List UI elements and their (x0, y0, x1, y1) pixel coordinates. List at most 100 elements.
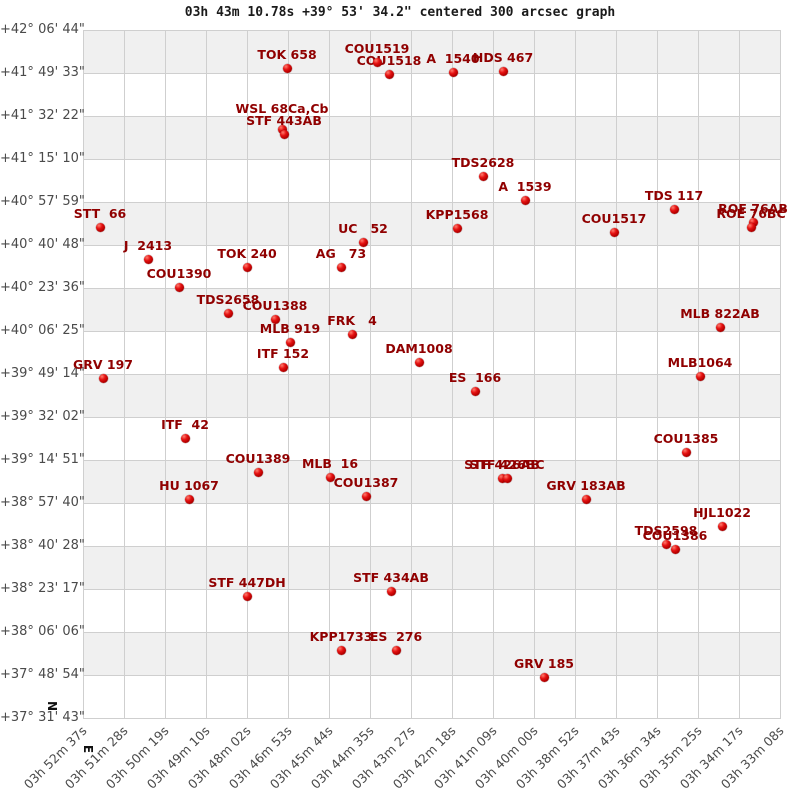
star-point[interactable] (671, 545, 680, 554)
star-point[interactable] (662, 540, 671, 549)
row-band (83, 116, 780, 159)
star-point[interactable] (449, 68, 458, 77)
star-point[interactable] (243, 263, 252, 272)
star-point[interactable] (670, 205, 679, 214)
row-band (83, 374, 780, 417)
star-point[interactable] (181, 434, 190, 443)
star-label: DAM1008 (385, 341, 453, 356)
star-label: COU1517 (581, 211, 647, 226)
star-point[interactable] (747, 223, 756, 232)
star-label: KPP1733 (309, 629, 373, 644)
row-band (83, 30, 780, 73)
star-label: UC 52 (338, 221, 388, 236)
star-point[interactable] (582, 495, 591, 504)
star-label: GRV 197 (72, 357, 134, 372)
y-tick-label: +42° 06' 44" (0, 22, 85, 37)
star-label: COU1386 (642, 528, 708, 543)
star-label: TDS2658 (196, 292, 260, 307)
star-label: ITF 152 (256, 346, 310, 361)
star-point[interactable] (271, 315, 280, 324)
star-point[interactable] (503, 474, 512, 483)
star-label: ITF 42 (161, 417, 209, 432)
star-point[interactable] (385, 70, 394, 79)
star-point[interactable] (373, 58, 382, 67)
star-point[interactable] (749, 218, 758, 227)
star-point[interactable] (326, 473, 335, 482)
y-tick-label: +37° 48' 54" (0, 667, 85, 682)
gridline-horizontal (83, 589, 781, 590)
star-label: MLB 919 (259, 321, 321, 336)
star-point[interactable] (479, 172, 488, 181)
star-point[interactable] (99, 374, 108, 383)
star-point[interactable] (286, 338, 295, 347)
star-point[interactable] (278, 125, 287, 134)
star-point[interactable] (415, 358, 424, 367)
star-label: ROE 76AB (718, 201, 788, 216)
star-point[interactable] (498, 474, 507, 483)
gridline-horizontal (83, 73, 781, 74)
row-band (83, 202, 780, 245)
star-label: TOK 240 (217, 246, 277, 261)
star-point[interactable] (254, 468, 263, 477)
y-tick-label: +40° 06' 25" (0, 323, 85, 338)
gridline-horizontal (83, 718, 781, 719)
star-label: COU1389 (225, 451, 291, 466)
star-point[interactable] (362, 492, 371, 501)
star-point[interactable] (392, 646, 401, 655)
y-tick-label: +40° 57' 59" (0, 194, 85, 209)
y-tick-label: +40° 23' 36" (0, 280, 85, 295)
star-label: KPP1568 (425, 207, 489, 222)
star-label: STF 443AB (246, 113, 322, 128)
star-label: COU1387 (333, 475, 399, 490)
gridline-horizontal (83, 116, 781, 117)
star-point[interactable] (696, 372, 705, 381)
star-label: ES 276 (369, 629, 423, 644)
star-point[interactable] (499, 67, 508, 76)
star-point[interactable] (471, 387, 480, 396)
star-label: STF 434AB (353, 570, 429, 585)
star-point[interactable] (348, 330, 357, 339)
star-point[interactable] (279, 363, 288, 372)
star-label: J 2413 (123, 238, 173, 253)
gridline-horizontal (83, 331, 781, 332)
star-label: COU1388 (242, 298, 308, 313)
star-point[interactable] (96, 223, 105, 232)
star-point[interactable] (243, 592, 252, 601)
y-tick-label: +40° 40' 48" (0, 237, 85, 252)
star-point[interactable] (175, 283, 184, 292)
gridline-horizontal (83, 546, 781, 547)
gridline-horizontal (83, 159, 781, 160)
star-label: COU1518 (356, 53, 422, 68)
star-point[interactable] (387, 587, 396, 596)
star-point[interactable] (540, 673, 549, 682)
star-label: COU1390 (146, 266, 212, 281)
gridline-horizontal (83, 675, 781, 676)
y-tick-label: +41° 49' 33" (0, 65, 85, 80)
x-tick-label: 03h 52m 37s (20, 723, 90, 792)
y-tick-label: +38° 57' 40" (0, 495, 85, 510)
star-point[interactable] (453, 224, 462, 233)
star-point[interactable] (283, 64, 292, 73)
star-point[interactable] (521, 196, 530, 205)
y-tick-label: +39° 49' 14" (0, 366, 85, 381)
star-point[interactable] (337, 263, 346, 272)
star-point[interactable] (716, 323, 725, 332)
star-point[interactable] (224, 309, 233, 318)
star-point[interactable] (185, 495, 194, 504)
star-label: ROE 76BC (716, 206, 786, 221)
star-point[interactable] (610, 228, 619, 237)
gridline-horizontal (83, 288, 781, 289)
star-point[interactable] (682, 448, 691, 457)
star-label: HU 1067 (159, 478, 219, 493)
star-point[interactable] (144, 255, 153, 264)
star-point[interactable] (280, 130, 289, 139)
star-point[interactable] (718, 522, 727, 531)
star-label: GRV 185 (513, 656, 575, 671)
star-point[interactable] (337, 646, 346, 655)
star-label: FRK 4 (327, 313, 377, 328)
star-point[interactable] (359, 238, 368, 247)
gridline-horizontal (83, 460, 781, 461)
gridline-horizontal (83, 417, 781, 418)
gridline-horizontal (83, 503, 781, 504)
